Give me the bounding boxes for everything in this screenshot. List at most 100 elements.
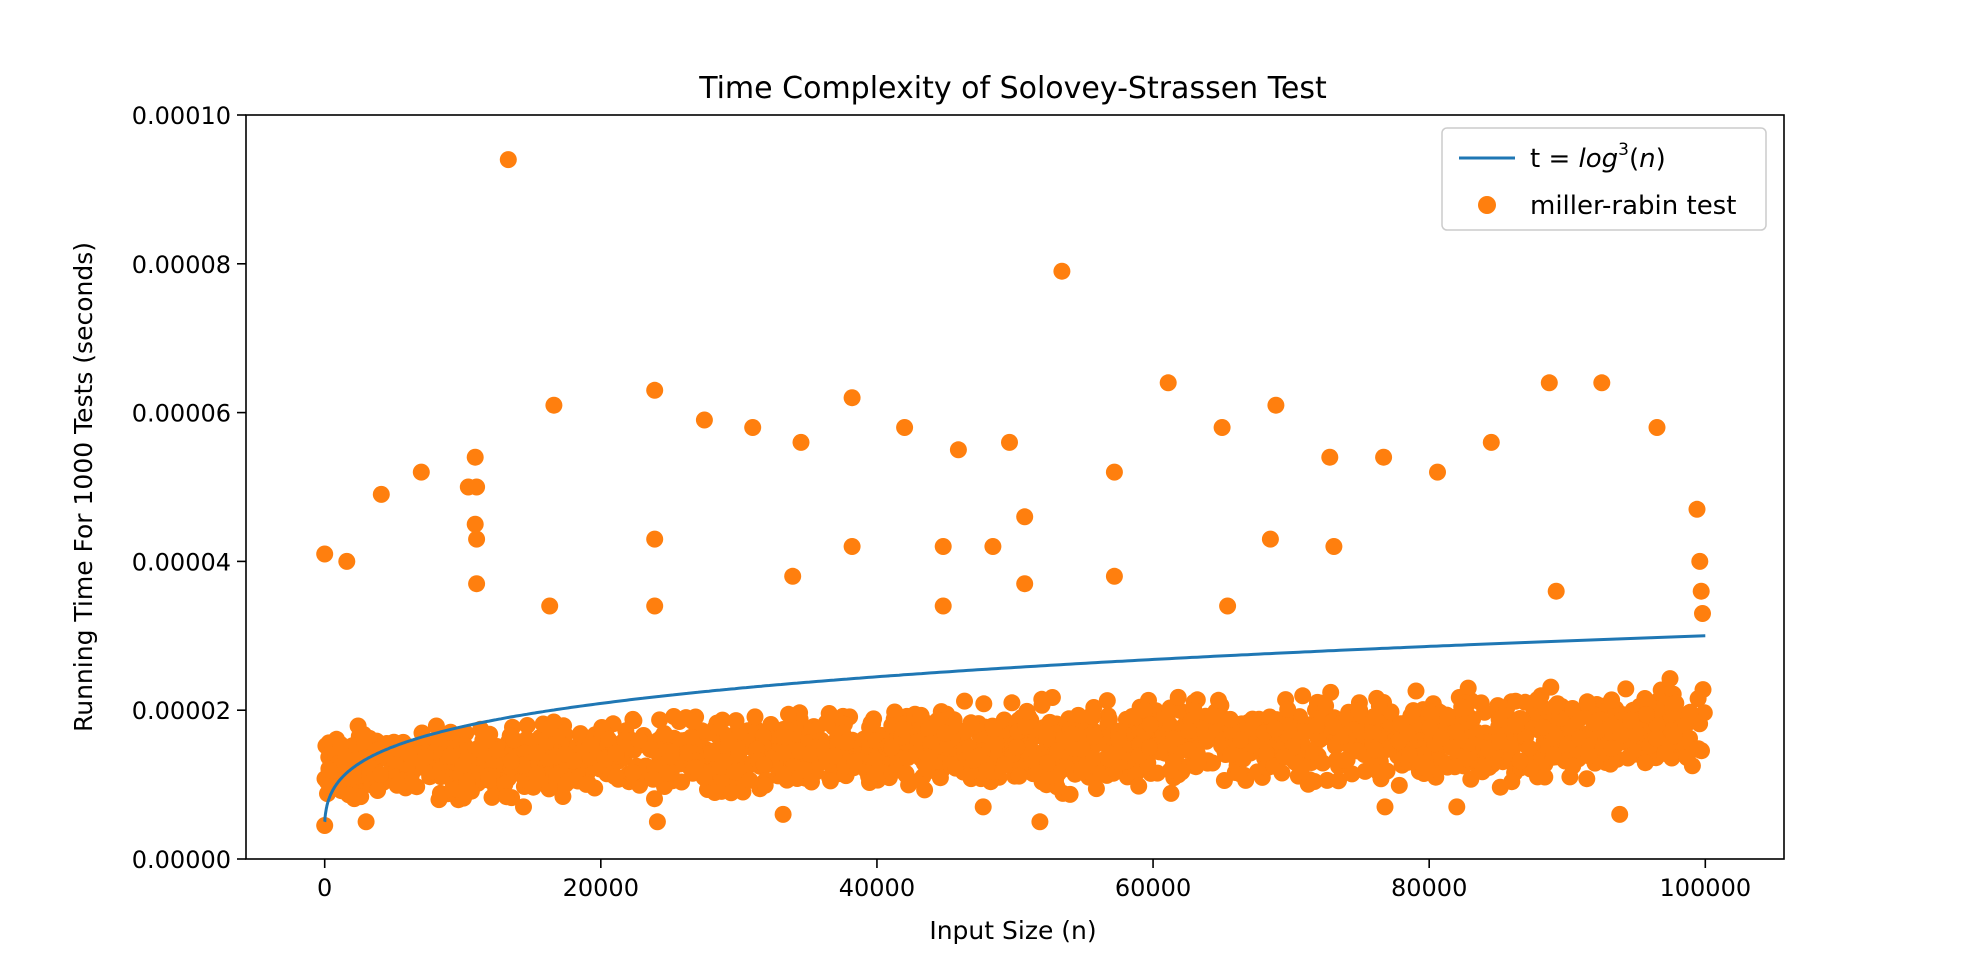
scatter-point [1407, 682, 1425, 700]
scatter-point [1350, 702, 1368, 720]
y-tick-label: 0.00010 [132, 102, 231, 130]
scatter-point [864, 715, 882, 733]
scatter-point [1443, 739, 1461, 757]
scatter-point [1234, 750, 1252, 768]
scatter-point [600, 730, 617, 748]
scatter-point [1273, 764, 1291, 782]
scatter-point [1462, 770, 1480, 788]
scatter-point [1061, 785, 1079, 803]
scatter-point [1162, 784, 1180, 802]
scatter-point [349, 717, 367, 735]
scatter-point [893, 720, 911, 738]
scatter-point [388, 776, 406, 794]
x-tick-label: 100000 [1659, 874, 1751, 902]
scatter-point [1180, 741, 1198, 759]
scatter-point [1429, 463, 1446, 481]
scatter-point [1349, 742, 1367, 760]
scatter-point [1364, 722, 1382, 740]
scatter-point [1375, 448, 1393, 466]
scatter-point [1165, 730, 1183, 748]
scatter-point [540, 720, 558, 737]
scatter-point [1230, 763, 1248, 781]
scatter-point [1421, 719, 1439, 737]
x-tick-label: 40000 [839, 874, 915, 902]
scatter-point [949, 441, 967, 459]
scatter-point [1636, 754, 1654, 772]
scatter-point [962, 714, 980, 732]
scatter-point [518, 717, 536, 734]
scatter-point [1612, 727, 1630, 744]
scatter-point [468, 478, 486, 496]
scatter-point [1010, 767, 1028, 785]
scatter-point [774, 744, 792, 762]
scatter-point [922, 735, 940, 753]
scatter-point [1490, 710, 1508, 728]
scatter-point [1534, 718, 1552, 736]
x-axis: 0 20000 40000 60000 80000 100000 [317, 859, 1751, 902]
scatter-point [1257, 744, 1275, 762]
scatter-point [372, 485, 390, 503]
scatter-point [648, 813, 666, 831]
scatter-point [369, 782, 387, 799]
scatter-point [1447, 722, 1465, 740]
y-axis-label: Running Time For 1000 Tests (seconds) [69, 242, 98, 732]
scatter-point [1307, 717, 1325, 734]
scatter-point [483, 788, 501, 806]
scatter-point [320, 761, 338, 779]
scatter-point [1086, 727, 1104, 745]
scatter-point [1448, 798, 1466, 816]
scatter-point [1593, 374, 1611, 392]
scatter-point [468, 575, 486, 593]
scatter-point [1689, 740, 1707, 758]
scatter-point [795, 761, 813, 779]
scatter-point [1619, 749, 1637, 767]
scatter-point [1528, 691, 1546, 709]
scatter-series [316, 151, 1713, 834]
scatter-point [1305, 743, 1323, 761]
scatter-point [430, 791, 448, 809]
scatter-point [865, 751, 883, 769]
scatter-point [956, 692, 973, 710]
plot-area [245, 114, 1785, 860]
scatter-point [1279, 700, 1297, 718]
scatter-point [1082, 707, 1100, 725]
y-tick-label: 0.00008 [132, 251, 231, 279]
scatter-point [1325, 538, 1343, 555]
scatter-point [746, 708, 764, 726]
scatter-point [1545, 746, 1562, 764]
scatter-point [706, 784, 724, 801]
scatter-point [1160, 715, 1178, 733]
scatter-point [1069, 706, 1087, 724]
scatter-point [978, 762, 995, 779]
scatter-point [1622, 711, 1640, 729]
scatter-point [817, 714, 835, 732]
scatter-point [441, 747, 459, 765]
plot-frame [245, 114, 1785, 860]
scatter-point [775, 765, 793, 783]
scatter-point [929, 711, 947, 729]
scatter-point [1141, 716, 1159, 734]
legend-entry-scatter: miller-rabin test [1530, 191, 1736, 221]
scatter-point [1459, 679, 1477, 697]
scatter-point [974, 798, 992, 816]
scatter-point [931, 769, 949, 787]
scatter-point [651, 711, 669, 729]
scatter-point [1482, 433, 1500, 451]
scatter-point [897, 764, 915, 782]
line-series [323, 634, 1706, 823]
scatter-point [985, 720, 1003, 738]
scatter-point [996, 756, 1014, 774]
scatter-point [780, 705, 797, 723]
scatter-point [1001, 433, 1018, 451]
scatter-point [646, 790, 663, 808]
scatter-point [1039, 754, 1056, 772]
scatter-point [1366, 741, 1384, 759]
scatter-point [412, 463, 430, 481]
scatter-point [670, 713, 688, 730]
scatter-point [1266, 720, 1284, 738]
scatter-point [1507, 716, 1525, 734]
scatter-point [800, 745, 818, 763]
scatter-point [1439, 708, 1456, 726]
scatter-point [1546, 697, 1564, 715]
